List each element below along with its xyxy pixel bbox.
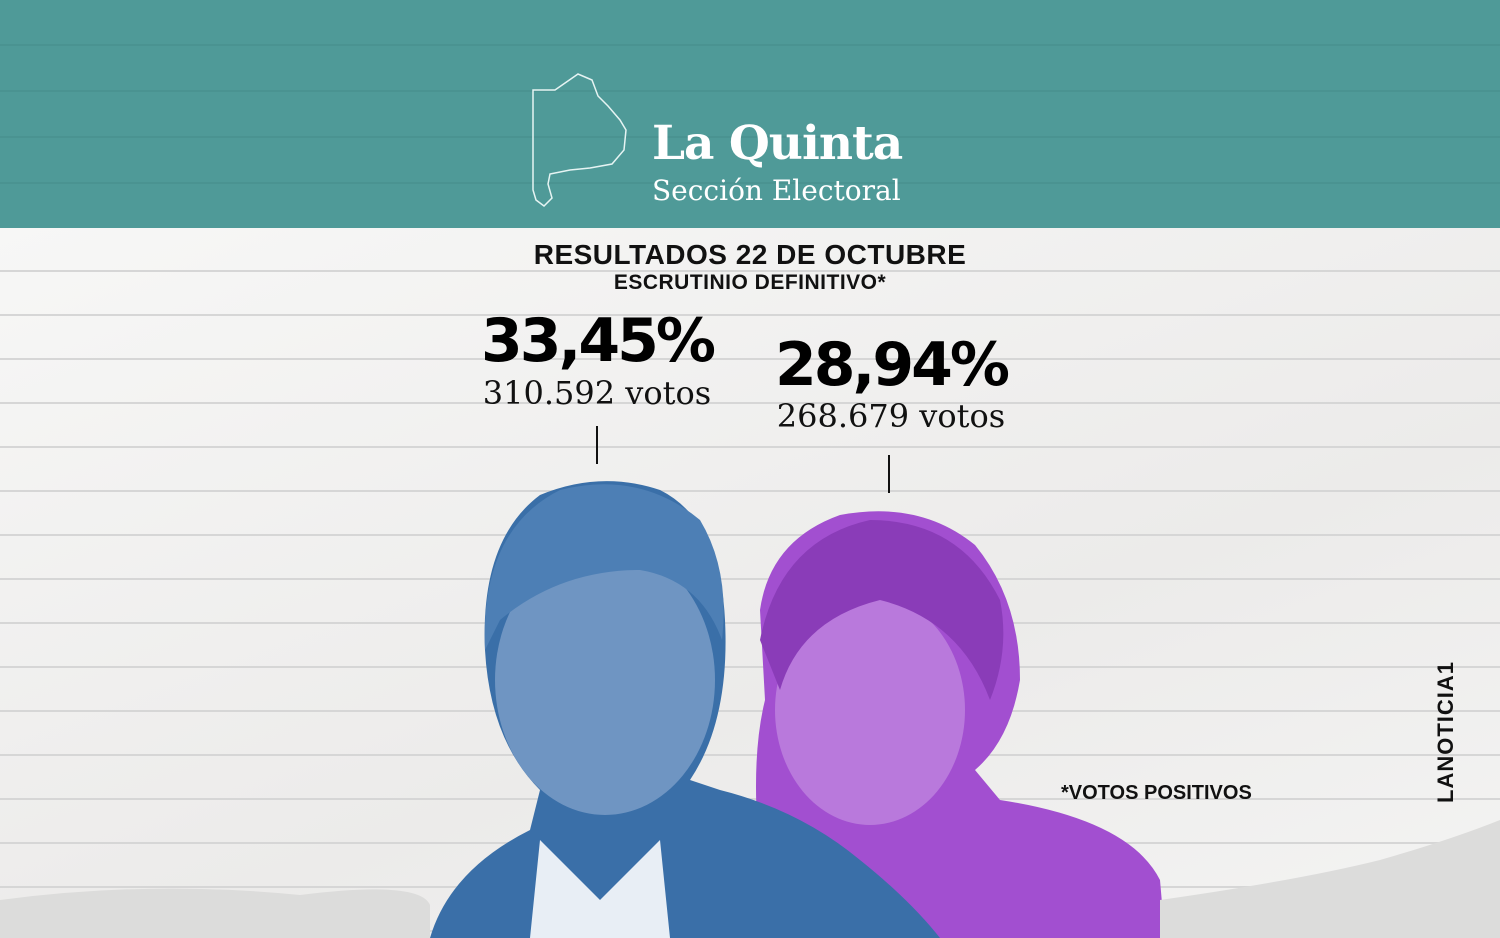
- candidate-2-votes: 268.679 votos: [776, 397, 1006, 435]
- candidate-1-percent: 33,45%: [481, 306, 716, 376]
- candidate-2-photo: [756, 511, 1165, 938]
- candidate-2-percent: 28,94%: [775, 330, 1010, 400]
- candidate-1-votes: 310.592 votos: [482, 374, 712, 412]
- results-subtitle: ESCRUTINIO DEFINITIVO*: [613, 271, 887, 294]
- footnote: *VOTOS POSITIVOS: [1061, 782, 1252, 804]
- brand-logo: LANOTICIA1: [1433, 661, 1458, 803]
- brand-title: La Quinta: [652, 116, 903, 171]
- candidate-1-pointer-line: [596, 426, 598, 464]
- candidate-1-photo: [430, 481, 940, 938]
- brand-subtitle: Sección Electoral: [652, 174, 901, 207]
- buenos-aires-map-icon: [532, 73, 627, 207]
- candidate-2-pointer-line: [888, 455, 890, 493]
- header-banner: [0, 0, 1500, 228]
- results-title: RESULTADOS 22 DE OCTUBRE: [533, 239, 967, 270]
